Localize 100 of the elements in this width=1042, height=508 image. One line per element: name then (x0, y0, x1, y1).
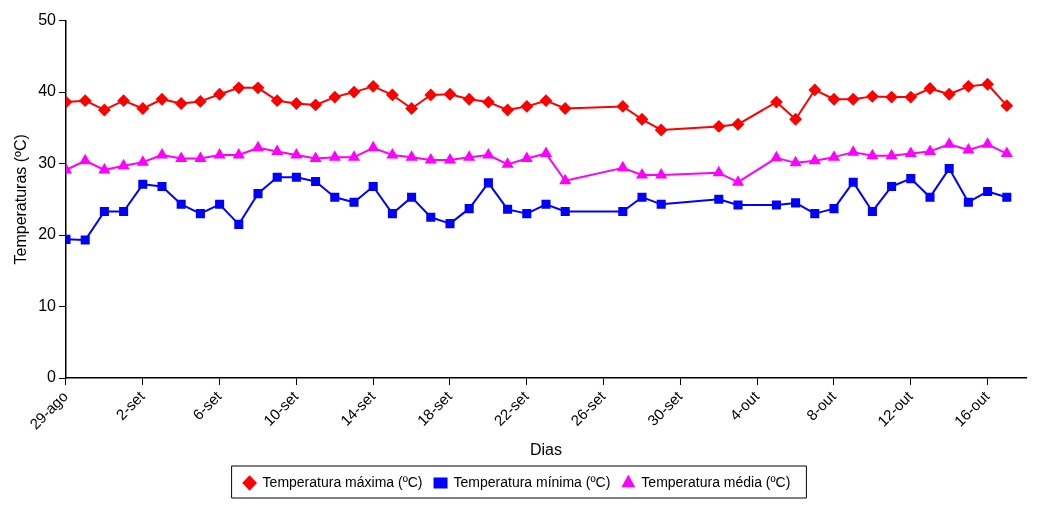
y-tick-label: 20 (38, 225, 57, 243)
legend-label: Temperatura máxima (ºC) (262, 473, 423, 490)
point (215, 199, 225, 209)
point (521, 152, 533, 163)
point (963, 144, 974, 154)
point (829, 204, 839, 214)
point (501, 103, 514, 116)
x-axis-title: Dias (529, 440, 563, 458)
point (464, 204, 474, 214)
point (425, 154, 437, 164)
point (712, 120, 725, 133)
point (771, 151, 782, 162)
y-tick-label: 30 (38, 153, 57, 171)
point (232, 81, 245, 94)
point (847, 93, 860, 106)
point (349, 197, 359, 207)
point (176, 199, 186, 209)
point (808, 83, 821, 96)
point (330, 192, 340, 202)
point (271, 94, 284, 107)
point (424, 88, 437, 101)
point (194, 95, 207, 108)
point (309, 98, 322, 111)
point (983, 186, 993, 196)
point (887, 181, 897, 191)
point (1000, 99, 1013, 112)
point (963, 197, 973, 207)
point (387, 149, 398, 159)
point (522, 209, 532, 219)
point (367, 141, 379, 152)
point (943, 138, 955, 148)
point (445, 219, 455, 229)
point (905, 147, 917, 158)
point (463, 151, 475, 161)
point (138, 179, 148, 189)
point (924, 82, 936, 95)
y-tick-label: 50 (38, 11, 57, 29)
point (426, 212, 436, 222)
y-tick-label: 10 (38, 296, 57, 314)
point (368, 181, 378, 191)
point (732, 118, 744, 131)
point (99, 164, 110, 174)
point (925, 192, 935, 202)
point (137, 156, 149, 166)
point (119, 206, 129, 217)
point (195, 209, 205, 219)
point (253, 189, 263, 199)
point (540, 94, 552, 107)
point (290, 97, 303, 110)
point (272, 172, 282, 182)
point (156, 93, 168, 106)
point (541, 199, 551, 209)
legend-label: Temperatura média (ºC) (641, 473, 791, 490)
point (175, 97, 188, 110)
point (636, 113, 648, 126)
point (444, 154, 456, 164)
point (80, 235, 90, 245)
point (502, 158, 513, 168)
y-tick-label: 40 (38, 82, 57, 100)
point (847, 146, 859, 156)
point (540, 147, 552, 158)
point (483, 149, 494, 159)
point (99, 206, 109, 217)
point (617, 161, 629, 172)
point (810, 209, 820, 219)
point (770, 96, 783, 109)
point (195, 152, 206, 163)
point (559, 174, 571, 185)
point (848, 177, 858, 187)
point (962, 80, 975, 93)
point (733, 200, 743, 210)
point (406, 151, 417, 161)
point (713, 166, 725, 177)
point (252, 141, 264, 152)
point (271, 145, 283, 155)
point (311, 176, 321, 186)
point (1001, 147, 1013, 158)
legend-label: Temperatura mínima (ºC) (453, 473, 611, 490)
y-tick-label: 0 (47, 368, 57, 386)
point (714, 194, 724, 204)
point (156, 149, 168, 159)
point (348, 151, 360, 161)
point (886, 149, 897, 160)
point (463, 93, 476, 106)
point (79, 154, 91, 165)
point (407, 192, 417, 202)
point (828, 151, 840, 161)
point (1002, 192, 1012, 202)
point (136, 102, 149, 115)
point (482, 96, 495, 109)
point (828, 93, 840, 106)
point (444, 88, 456, 101)
point (79, 94, 92, 107)
point (732, 176, 744, 186)
point (906, 174, 916, 184)
point (310, 152, 321, 163)
point (636, 169, 648, 179)
point (885, 91, 898, 104)
point (329, 151, 341, 161)
point (616, 100, 629, 113)
